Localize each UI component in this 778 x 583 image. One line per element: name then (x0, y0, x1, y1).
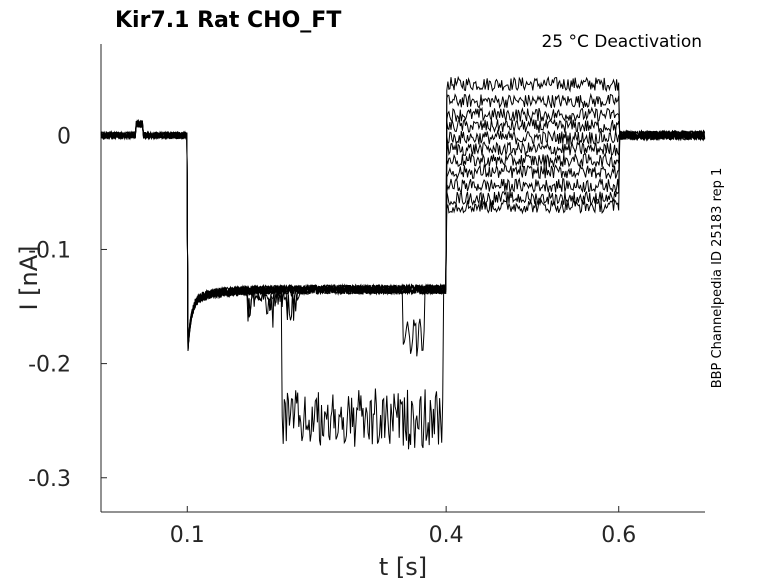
x-ticks: 0.1 0.4 0.6 (170, 506, 636, 548)
x-tick-label: 0.1 (170, 523, 205, 548)
y-tick-label: -0.3 (28, 467, 71, 492)
chart-subtitle: 25 °C Deactivation (541, 32, 702, 52)
current-trace (100, 106, 706, 450)
x-axis-label: t [s] (379, 553, 427, 581)
y-axis-label: I [nA] (15, 245, 43, 310)
current-trace (100, 120, 706, 351)
chart-title: Kir7.1 Rat CHO_FT (115, 8, 341, 33)
y-tick-label: -0.2 (28, 353, 71, 378)
current-trace (100, 119, 706, 352)
side-label: BBP Channelpedia ID 25183 rep 1 (710, 168, 725, 389)
y-tick-label: 0 (57, 124, 71, 149)
x-tick-label: 0.4 (429, 523, 464, 548)
traces (100, 75, 706, 450)
y-ticks: 0 -0.1 -0.2 -0.3 (28, 124, 107, 492)
x-tick-label: 0.6 (601, 523, 636, 548)
y-tick-label: -0.1 (28, 238, 71, 263)
axes (100, 44, 705, 513)
